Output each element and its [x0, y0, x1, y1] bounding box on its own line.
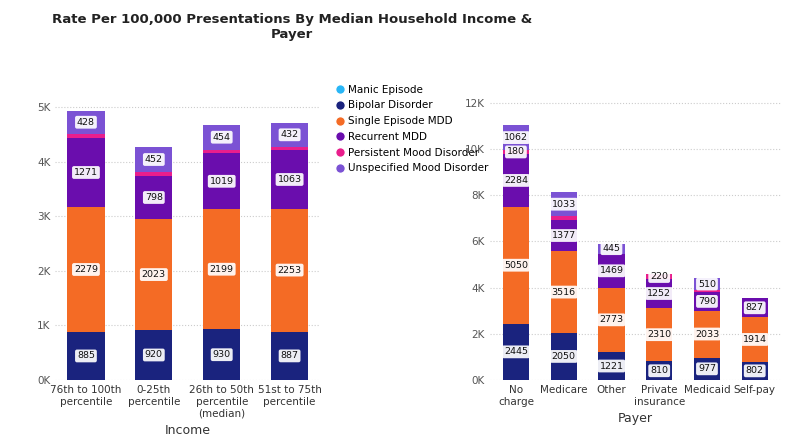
Text: 930: 930 — [213, 350, 230, 359]
Bar — [135, 219, 173, 330]
Bar — [551, 333, 577, 380]
Bar — [598, 288, 625, 352]
Bar — [135, 330, 173, 380]
Bar — [271, 150, 308, 209]
Text: 445: 445 — [603, 244, 620, 253]
Bar — [551, 216, 577, 220]
Bar — [503, 207, 529, 324]
Text: 220: 220 — [650, 272, 668, 281]
Text: 5050: 5050 — [504, 261, 528, 270]
Legend: Manic Episode, Bipolar Disorder, Single Episode MDD, Recurrent MDD, Persistent M: Manic Episode, Bipolar Disorder, Single … — [337, 85, 488, 173]
Text: 432: 432 — [281, 130, 299, 139]
Text: 510: 510 — [698, 279, 716, 289]
Text: 887: 887 — [281, 351, 298, 360]
Bar — [551, 251, 577, 333]
Text: 2050: 2050 — [552, 352, 576, 361]
Bar — [203, 209, 241, 329]
Text: 2279: 2279 — [74, 265, 98, 274]
X-axis label: Income: Income — [165, 424, 211, 437]
Text: Rate Per 100,000 Presentations By Median Household Income &
Payer: Rate Per 100,000 Presentations By Median… — [52, 13, 532, 41]
Text: 1271: 1271 — [74, 168, 98, 177]
Text: 827: 827 — [746, 303, 764, 312]
Bar — [694, 278, 720, 290]
Text: 2310: 2310 — [647, 330, 671, 339]
Bar — [271, 332, 308, 380]
Text: 3516: 3516 — [552, 288, 576, 297]
Bar — [271, 209, 308, 332]
Text: 454: 454 — [213, 133, 230, 142]
Bar — [598, 244, 625, 254]
Text: 180: 180 — [507, 148, 525, 156]
Bar — [646, 279, 672, 308]
Bar — [135, 147, 173, 172]
Bar — [503, 150, 529, 154]
Text: 920: 920 — [145, 351, 163, 359]
Bar — [271, 123, 308, 147]
Text: 428: 428 — [77, 118, 95, 127]
Text: 977: 977 — [698, 364, 716, 373]
Bar — [67, 138, 105, 207]
Bar — [694, 311, 720, 358]
Bar — [646, 308, 672, 362]
Bar — [135, 172, 173, 175]
Text: 1914: 1914 — [742, 335, 767, 344]
Bar — [742, 298, 768, 317]
Text: 1377: 1377 — [552, 231, 576, 240]
Text: 1469: 1469 — [600, 266, 623, 275]
Text: 2023: 2023 — [142, 270, 166, 279]
Text: 1252: 1252 — [647, 289, 671, 298]
Bar — [203, 150, 241, 153]
Bar — [135, 175, 173, 219]
Bar — [598, 352, 625, 380]
Bar — [203, 125, 241, 150]
Text: 1062: 1062 — [504, 133, 528, 142]
Text: 790: 790 — [698, 297, 716, 306]
Text: 1033: 1033 — [552, 200, 576, 209]
Text: 1019: 1019 — [210, 177, 234, 186]
Text: 2773: 2773 — [600, 315, 623, 324]
Text: 2199: 2199 — [210, 265, 234, 274]
Bar — [503, 154, 529, 207]
Bar — [646, 362, 672, 380]
Text: 2445: 2445 — [504, 347, 528, 356]
Text: 885: 885 — [77, 351, 95, 360]
Bar — [503, 324, 529, 380]
Bar — [598, 254, 625, 288]
Bar — [694, 358, 720, 380]
Text: 1221: 1221 — [600, 362, 623, 370]
Bar — [646, 274, 672, 279]
Text: 2253: 2253 — [278, 266, 301, 274]
Bar — [67, 110, 105, 134]
Text: 2033: 2033 — [695, 330, 719, 339]
Bar — [551, 220, 577, 251]
Bar — [694, 292, 720, 311]
Bar — [203, 329, 241, 380]
Bar — [742, 362, 768, 380]
Text: 452: 452 — [145, 155, 163, 164]
X-axis label: Payer: Payer — [618, 412, 653, 425]
Bar — [67, 332, 105, 380]
Bar — [203, 153, 241, 209]
Bar — [271, 147, 308, 150]
Bar — [67, 134, 105, 138]
Bar — [694, 290, 720, 292]
Bar — [742, 317, 768, 362]
Text: 802: 802 — [746, 366, 764, 375]
Text: 798: 798 — [145, 193, 163, 202]
Bar — [503, 126, 529, 150]
Bar — [551, 192, 577, 216]
Text: 1063: 1063 — [278, 175, 301, 184]
Text: 2284: 2284 — [504, 176, 528, 185]
Bar — [67, 207, 105, 332]
Text: 810: 810 — [650, 366, 668, 375]
